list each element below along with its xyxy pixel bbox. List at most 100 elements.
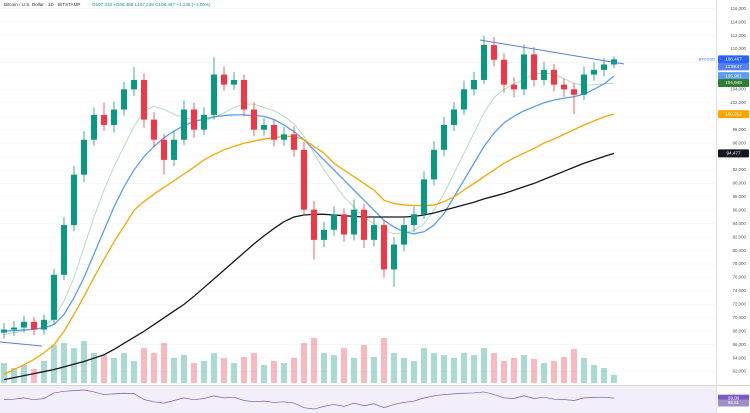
candle-body bbox=[541, 69, 547, 80]
candle-body bbox=[581, 74, 587, 95]
candle-body bbox=[21, 321, 27, 328]
volume-bar bbox=[471, 355, 477, 383]
candle-body bbox=[551, 69, 557, 85]
y-tick-label: 102,000 bbox=[730, 100, 746, 105]
volume-bar bbox=[601, 368, 607, 383]
candle-body bbox=[271, 124, 277, 140]
volume-bar bbox=[501, 361, 507, 383]
y-tick-label: 62,000 bbox=[733, 369, 747, 374]
y-tick-label: 68,000 bbox=[733, 328, 747, 333]
candle-body bbox=[491, 45, 497, 60]
volume-bar bbox=[541, 363, 547, 383]
candles bbox=[1, 35, 617, 339]
candle-body bbox=[51, 274, 57, 320]
candle-body bbox=[291, 134, 297, 150]
volume-bar bbox=[441, 355, 447, 383]
volume-bar bbox=[241, 357, 247, 383]
y-tick-label: 66,000 bbox=[733, 342, 747, 347]
volume-bar bbox=[321, 353, 327, 383]
candle-body bbox=[321, 229, 327, 240]
candle-body bbox=[161, 139, 167, 160]
volume-bar bbox=[411, 361, 417, 383]
moving-averages bbox=[3, 72, 615, 381]
candle-body bbox=[341, 214, 347, 235]
volume-bar bbox=[491, 353, 497, 383]
candle-body bbox=[151, 119, 157, 140]
candle-body bbox=[241, 79, 247, 110]
price-label-box bbox=[718, 149, 749, 158]
y-tick-label: 110,000 bbox=[730, 46, 746, 51]
volume-bar bbox=[161, 343, 167, 383]
rsi-label: 59.08 bbox=[728, 395, 740, 400]
volume-bar bbox=[171, 358, 177, 383]
volume-bar bbox=[201, 361, 207, 383]
y-tick-label: 78,000 bbox=[733, 261, 747, 266]
candle-body bbox=[311, 209, 317, 240]
trendline bbox=[0, 341, 43, 347]
volume-bar bbox=[481, 348, 487, 383]
candle-body bbox=[261, 124, 267, 130]
volume-bar bbox=[331, 355, 337, 383]
y-tick-label: 84,000 bbox=[733, 221, 747, 226]
volume-bar bbox=[591, 365, 597, 383]
y-tick-label: 112,000 bbox=[730, 33, 746, 38]
volume-bar bbox=[221, 358, 227, 383]
volume-bar bbox=[181, 355, 187, 383]
moving-average-line bbox=[3, 152, 615, 381]
candle-body bbox=[441, 124, 447, 150]
grid bbox=[0, 8, 716, 372]
moving-average-line bbox=[3, 75, 615, 332]
price-label-box bbox=[718, 110, 749, 119]
candle-body bbox=[201, 114, 207, 130]
volume-bar bbox=[351, 358, 357, 383]
volume-bar bbox=[71, 348, 77, 383]
candle-body bbox=[401, 225, 407, 245]
volume-bar bbox=[371, 357, 377, 383]
volume-bar bbox=[131, 361, 137, 383]
trendline bbox=[479, 39, 625, 65]
candle-body bbox=[411, 214, 417, 226]
chart-title: Bitcoin / U.S. Dollar · 1D · BITSTAMP bbox=[4, 2, 81, 7]
candle-body bbox=[141, 79, 147, 120]
candle-body bbox=[281, 134, 287, 140]
volume-bar bbox=[211, 353, 217, 383]
price-label: 108,467 bbox=[725, 57, 742, 62]
candle-body bbox=[511, 84, 517, 90]
candle-body bbox=[171, 139, 177, 160]
volume-bar bbox=[551, 361, 557, 383]
volume-bar bbox=[561, 357, 567, 383]
price-label: 104,948 bbox=[725, 80, 742, 85]
candle-body bbox=[111, 109, 117, 125]
volume-bar bbox=[291, 358, 297, 383]
rsi-label-box bbox=[718, 394, 749, 402]
candle-body bbox=[131, 79, 137, 90]
candle-body bbox=[571, 89, 577, 95]
candle-body bbox=[391, 244, 397, 270]
volume-bar bbox=[231, 363, 237, 383]
y-tick-label: 96,000 bbox=[733, 140, 747, 145]
y-tick-label: 72,000 bbox=[733, 302, 747, 307]
volume-bar bbox=[301, 343, 307, 383]
candle-body bbox=[371, 225, 377, 240]
y-tick-label: 80,000 bbox=[733, 248, 747, 253]
volume-bar bbox=[341, 348, 347, 383]
y-tick-label: 92,000 bbox=[733, 167, 747, 172]
volume-bar bbox=[101, 355, 107, 383]
candle-body bbox=[71, 174, 77, 226]
candle-body bbox=[601, 64, 607, 70]
volume-bar bbox=[91, 353, 97, 383]
ohlc-readout: O107,332 H108,486 L107,239 C108,467 +1,1… bbox=[92, 2, 211, 7]
candle-body bbox=[301, 149, 307, 210]
volume-bar bbox=[11, 368, 17, 383]
candle-body bbox=[471, 79, 477, 90]
y-tick-label: 90,000 bbox=[733, 181, 747, 186]
candle-body bbox=[331, 214, 337, 230]
y-tick-label: 104,000 bbox=[730, 87, 746, 92]
candle-body bbox=[221, 74, 227, 85]
candle-body bbox=[381, 225, 387, 270]
volume-bar bbox=[21, 365, 27, 383]
volume-bar bbox=[401, 358, 407, 383]
candle-body bbox=[501, 59, 507, 85]
